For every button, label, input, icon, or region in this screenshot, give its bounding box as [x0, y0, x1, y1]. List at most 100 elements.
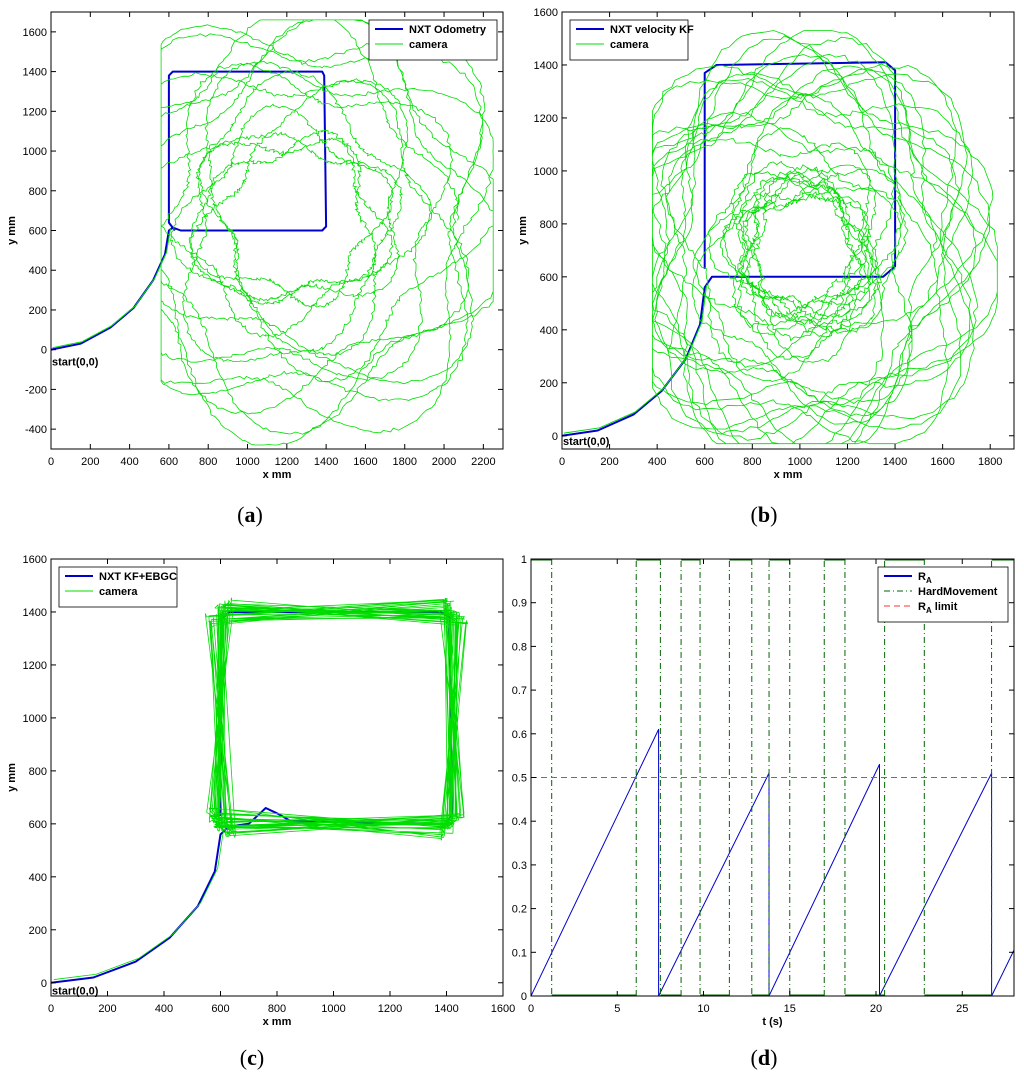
y-tick-label: 0: [552, 431, 558, 443]
panel-3: 0 5 10 15 20 25 0 0.1 0.2 0.3 0.4 0.5 0.6 0.7 0.8 0.9 1 t…: [512, 554, 1015, 1070]
legend-entry: camera: [409, 39, 448, 51]
x-tick-label: 0: [528, 1003, 534, 1015]
legend-box: [368, 19, 498, 61]
y-tick-label: 0.5: [512, 773, 527, 785]
x-tick-label: 800: [199, 456, 217, 468]
legend-entry: NXT velocity KF: [610, 24, 694, 36]
y-tick-label: 0.9: [512, 598, 527, 610]
y-tick-label: 400: [29, 872, 47, 884]
x-tick-label: 200: [600, 456, 618, 468]
series-hardmovement: [531, 559, 1014, 996]
x-tick-label: 1400: [314, 456, 338, 468]
y-tick-label: 0.6: [512, 729, 527, 741]
x-tick-label: 1800: [392, 456, 416, 468]
x-tick-label: 400: [648, 456, 666, 468]
x-tick-label: 2000: [432, 456, 456, 468]
y-axis-label: y mm: [6, 763, 18, 792]
x-tick-label: 600: [696, 456, 714, 468]
x-tick-label: 25: [956, 1003, 968, 1015]
y-tick-label: 1200: [23, 106, 47, 118]
series-camera: [53, 597, 468, 980]
x-tick-label: 600: [211, 1003, 229, 1015]
axes-box: [561, 11, 1015, 450]
y-axis-label: y mm: [6, 216, 18, 245]
x-tick-label: 1000: [788, 456, 812, 468]
x-tick-label: 1600: [353, 456, 377, 468]
x-tick-label: 1600: [491, 1003, 515, 1015]
legend-entry-sub: A: [926, 576, 932, 585]
series-camera: [160, 19, 494, 446]
y-tick-label: 1000: [534, 166, 558, 178]
y-tick-label: 600: [540, 272, 558, 284]
x-axis-label: x mm: [263, 469, 292, 481]
y-tick-label: 1000: [23, 713, 47, 725]
legend: NXT velocity KF camera: [569, 19, 694, 61]
x-axis-label: t (s): [762, 1016, 783, 1028]
start-annotation: start(0,0): [563, 436, 610, 448]
x-tick-label: 5: [614, 1003, 620, 1015]
x-tick-label: 400: [155, 1003, 173, 1015]
y-tick-label: 1400: [534, 60, 558, 72]
y-axis-label: y mm: [517, 216, 529, 245]
y-tick-label: 1600: [23, 27, 47, 39]
y-tick-label: 0.3: [512, 860, 527, 872]
panel-label: (c): [240, 1045, 264, 1070]
plot-area: [562, 30, 998, 445]
x-tick-label: 1200: [835, 456, 859, 468]
legend-entry: camera: [99, 586, 138, 598]
plot-area: [51, 597, 468, 984]
y-tick-label: 0: [41, 345, 47, 357]
start-annotation: start(0,0): [52, 357, 99, 369]
x-tick-label: 200: [81, 456, 99, 468]
y-tick-label: -200: [25, 384, 47, 396]
panel-2: 0 200 400 600 800 1000 1200 1400 1600 0 200 400 600 8…: [6, 554, 515, 1070]
y-tick-label: 0.1: [512, 947, 527, 959]
x-tick-label: 1000: [235, 456, 259, 468]
y-tick-label: 600: [29, 226, 47, 238]
y-tick-label: 1000: [23, 146, 47, 158]
panel-1: 0 200 400 600 800 1000 1200 1400 1600 1800 0 200 400…: [517, 7, 1015, 527]
y-tick-label: 1200: [534, 113, 558, 125]
y-tick-label: 200: [29, 925, 47, 937]
legend-entry: camera: [610, 39, 649, 51]
y-tick-label: 800: [29, 766, 47, 778]
series-nxt-velocity-kf: [562, 61, 897, 437]
x-tick-label: 15: [784, 1003, 796, 1015]
y-tick-label: 1600: [534, 7, 558, 19]
y-tick-label: 200: [29, 305, 47, 317]
y-tick-label: 1600: [23, 554, 47, 566]
series-camera: [652, 30, 998, 445]
plot-area: [51, 19, 494, 446]
x-tick-label: 2200: [471, 456, 495, 468]
x-tick-label: 200: [98, 1003, 116, 1015]
x-tick-label: 800: [268, 1003, 286, 1015]
x-tick-label: 800: [743, 456, 761, 468]
x-tick-label: 20: [870, 1003, 882, 1015]
x-tick-label: 1000: [321, 1003, 345, 1015]
y-tick-label: 1400: [23, 607, 47, 619]
x-tick-label: 0: [48, 456, 54, 468]
legend-box: [58, 566, 178, 608]
panel-label: (b): [751, 502, 778, 527]
y-tick-label: 1200: [23, 660, 47, 672]
legend-entry: NXT KF+EBGC: [99, 571, 177, 583]
y-tick-label: 0: [41, 978, 47, 990]
x-tick-label: 0: [48, 1003, 54, 1015]
y-tick-label: 400: [540, 325, 558, 337]
x-axis-label: x mm: [263, 1016, 292, 1028]
y-tick-label: 0.4: [512, 816, 527, 828]
axes-box: [50, 558, 504, 997]
series-nxt-odometry: [51, 70, 328, 351]
y-tick-label: 1: [521, 554, 527, 566]
legend-entry-sub: A: [926, 606, 932, 615]
panel-label: (d): [751, 1045, 778, 1070]
panel-0: 0 200 400 600 800 1000 1200 1400 1600 1800 2000 220…: [6, 11, 504, 527]
legend-entry-tail: limit: [932, 601, 958, 613]
legend-entry: NXT Odometry: [409, 24, 487, 36]
x-axis-label: x mm: [774, 469, 803, 481]
legend-box: [569, 19, 689, 61]
x-tick-label: 1400: [883, 456, 907, 468]
x-tick-label: 1800: [978, 456, 1002, 468]
